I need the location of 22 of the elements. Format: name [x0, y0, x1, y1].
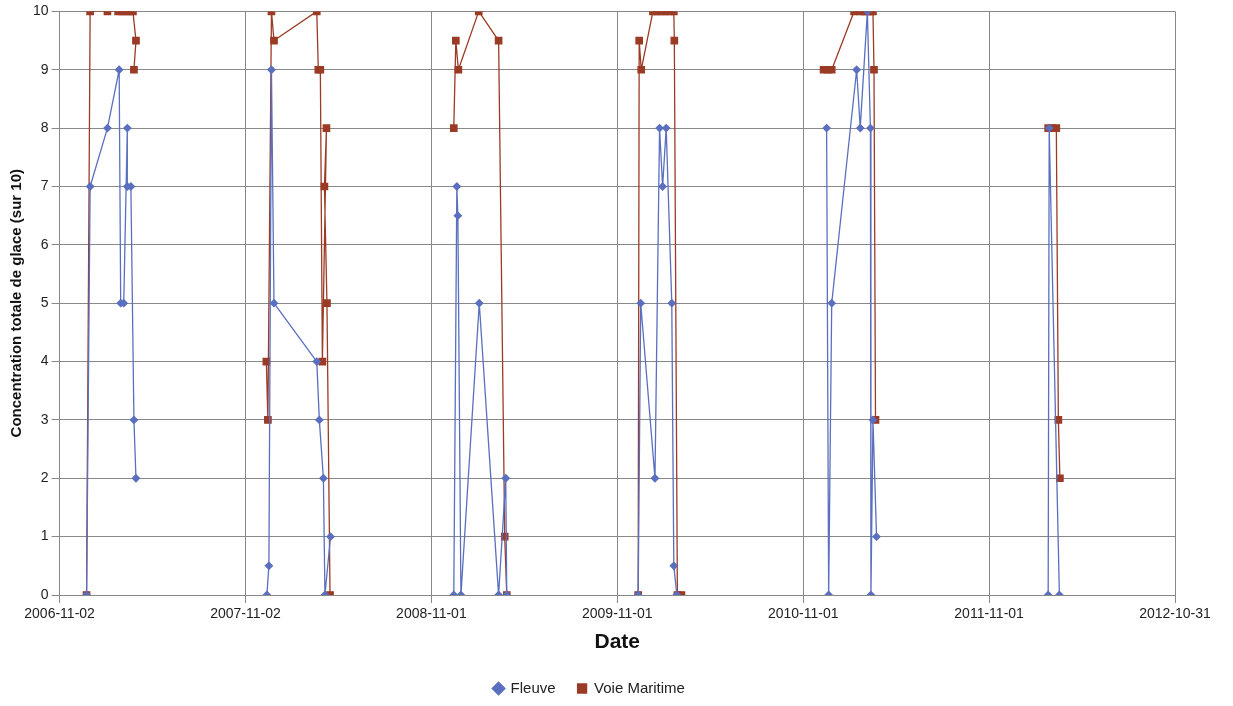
x-tick-label: 2009-11-01 — [582, 605, 653, 622]
y-tick-label: 8 — [40, 118, 49, 135]
y-tick-label: 2 — [40, 469, 49, 486]
y-tick-label: 9 — [40, 60, 49, 77]
x-tick-label: 2008-11-01 — [396, 605, 467, 622]
y-tick-label: 10 — [32, 2, 49, 19]
y-tick-label: 5 — [40, 294, 49, 311]
x-tick-label: 2010-11-01 — [767, 605, 839, 622]
legend-label: Fleuve — [510, 678, 556, 696]
x-tick-label: 2012-10-31 — [1139, 605, 1212, 622]
legend-label: Voie Maritime — [594, 678, 685, 696]
x-axis-title: Date — [594, 629, 641, 653]
x-tick-label: 2011-11-01 — [954, 605, 1025, 622]
y-tick-label: 7 — [40, 177, 49, 194]
y-tick-label: 3 — [40, 410, 49, 427]
x-tick-label: 2006-11-02 — [24, 605, 96, 622]
y-tick-label: 6 — [40, 235, 49, 252]
x-tick-label: 2007-11-02 — [210, 605, 281, 622]
y-tick-label: 4 — [40, 352, 49, 369]
y-tick-label: 0 — [40, 585, 49, 602]
y-axis-title: Concentration totale de glace (sur 10) — [7, 169, 25, 438]
y-tick-label: 1 — [40, 527, 49, 544]
